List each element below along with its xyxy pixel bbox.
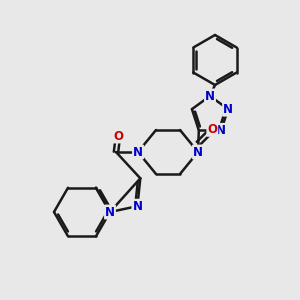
Text: N: N <box>132 200 142 213</box>
Text: N: N <box>133 146 143 158</box>
Text: N: N <box>205 89 215 103</box>
Text: O: O <box>207 123 217 136</box>
Text: N: N <box>193 146 203 158</box>
Text: N: N <box>216 124 226 137</box>
Text: N: N <box>105 206 115 218</box>
Text: O: O <box>113 130 123 142</box>
Text: N: N <box>223 103 233 116</box>
